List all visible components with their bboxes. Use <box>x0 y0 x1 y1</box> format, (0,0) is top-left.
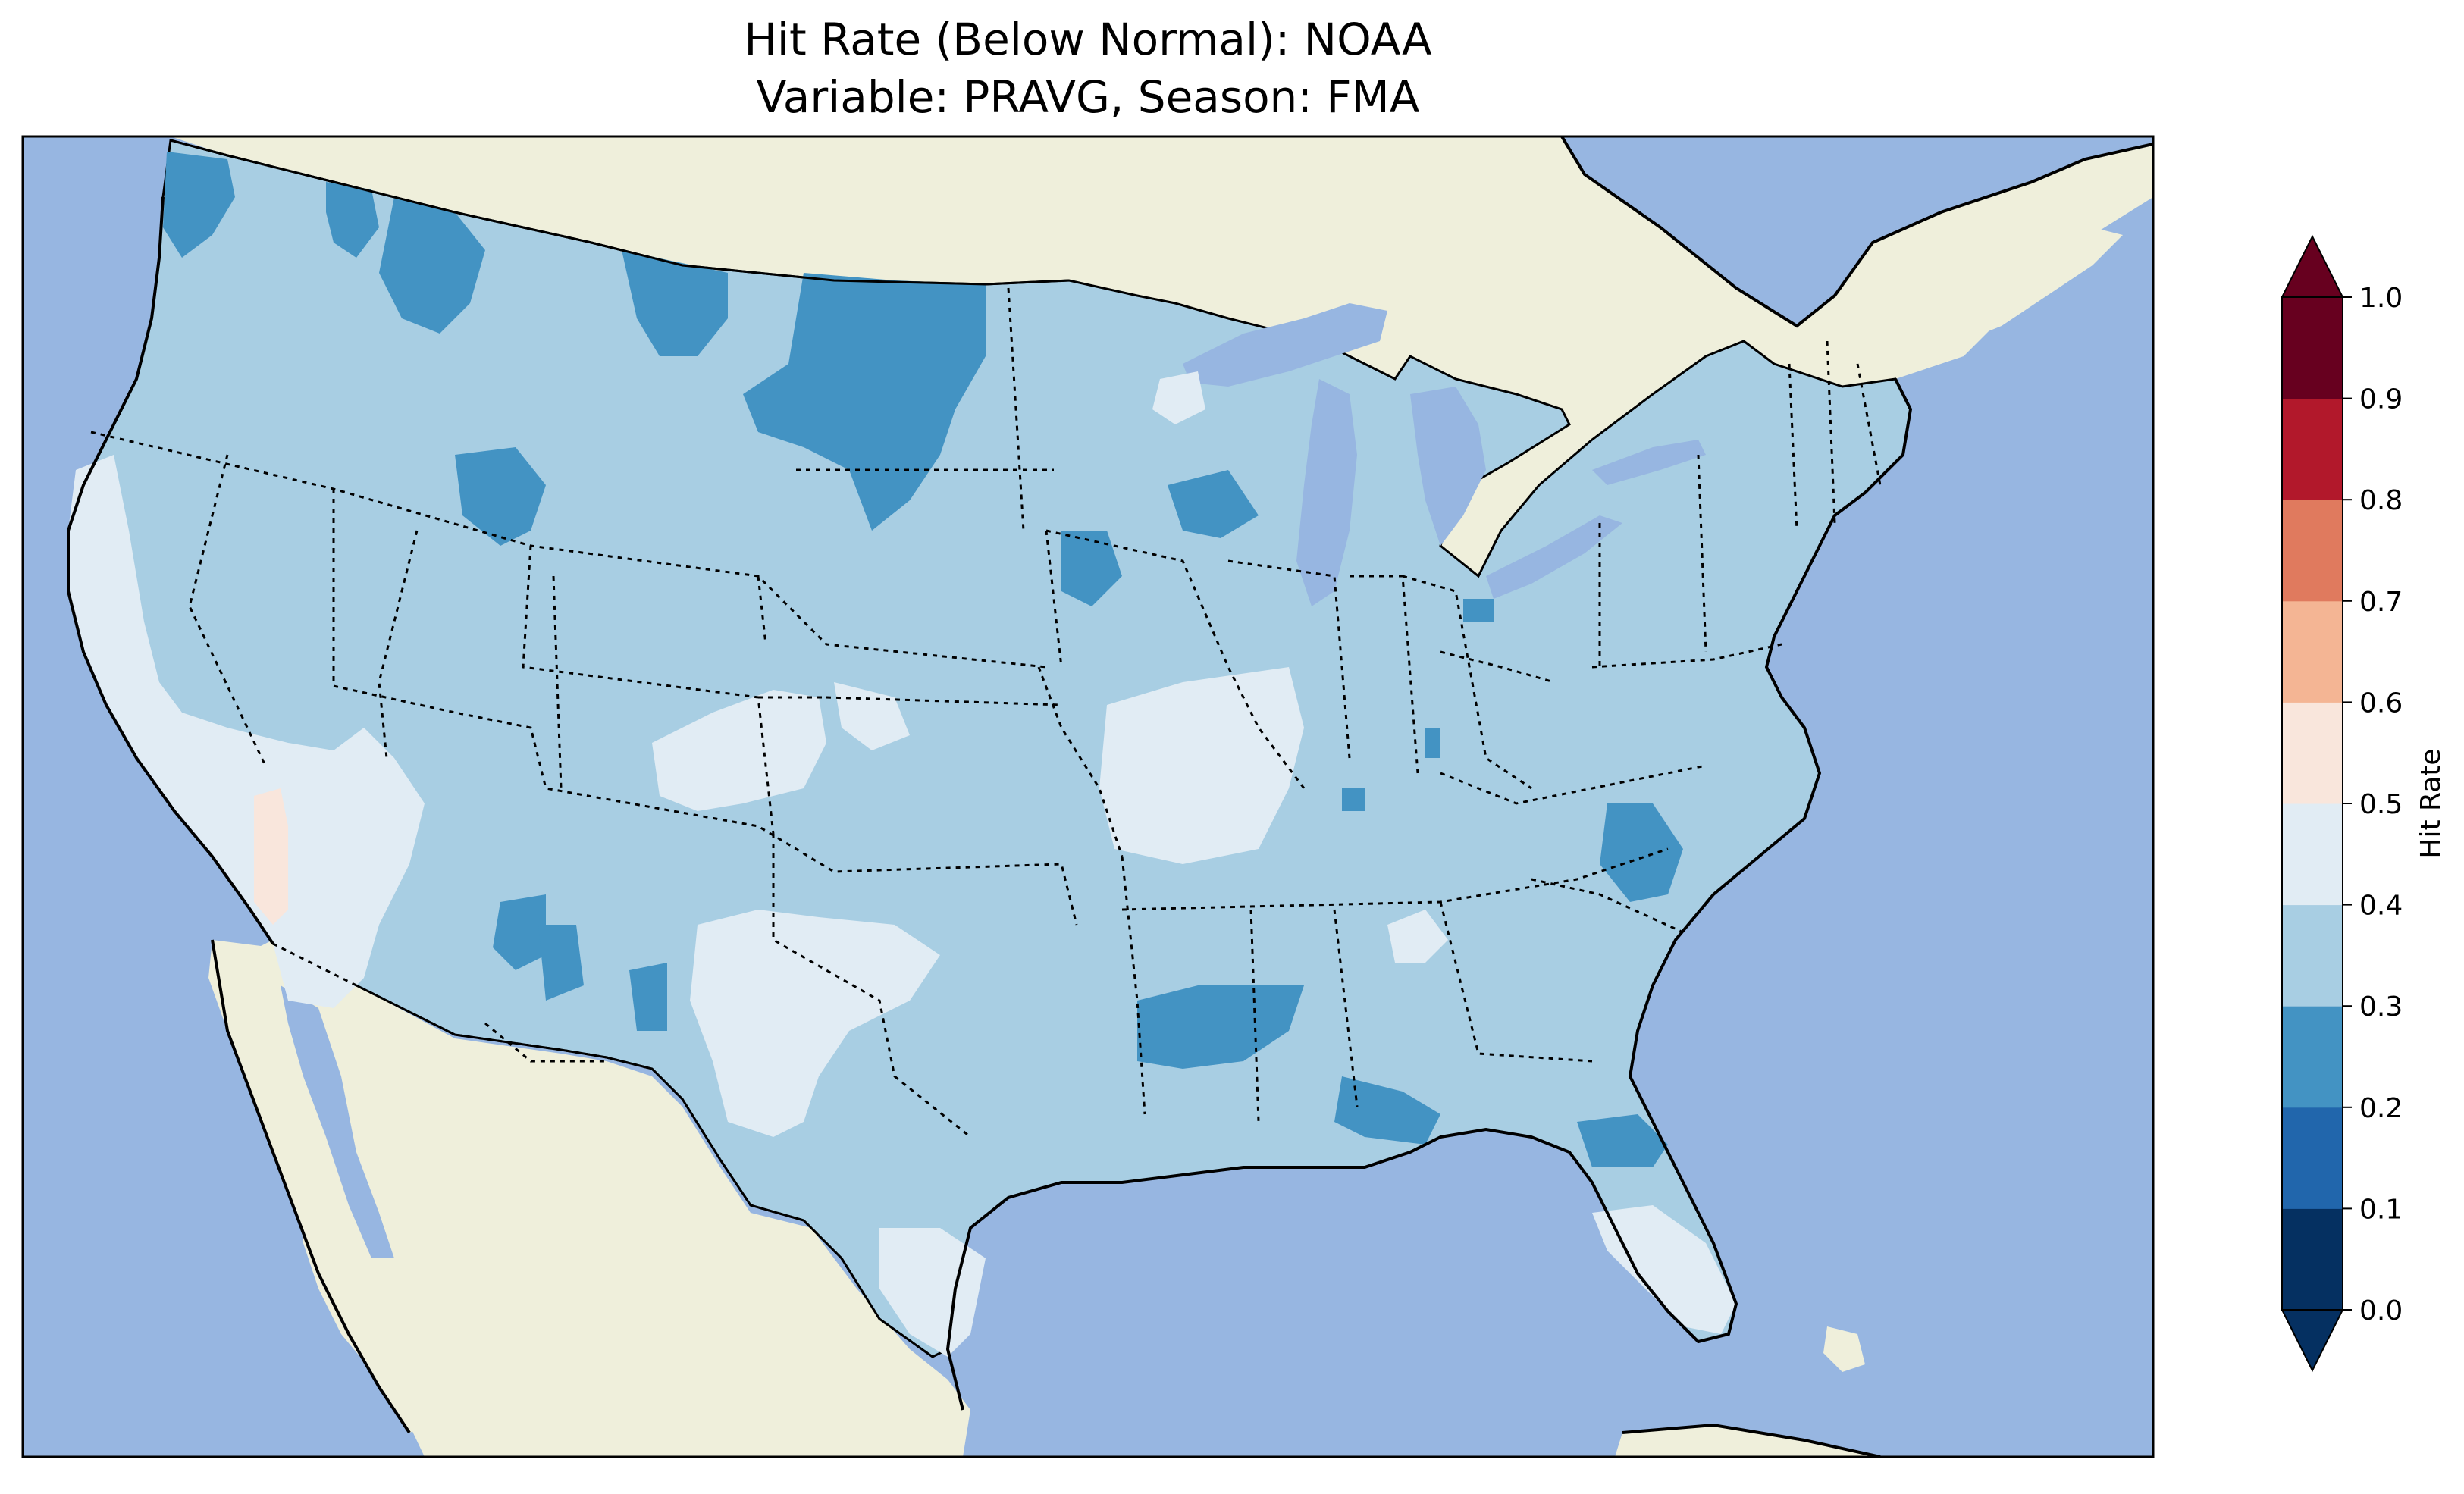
colorbar-tick-label: 0.2 <box>2359 1093 2403 1124</box>
colorbar-tick-label: 0.9 <box>2359 384 2403 415</box>
colorbar-tick-label: 0.7 <box>2359 587 2403 618</box>
colorbar-bin <box>2282 1208 2343 1311</box>
colorbar-bin <box>2282 398 2343 500</box>
colorbar-bin <box>2282 803 2343 906</box>
colorbar-bin <box>2282 1006 2343 1108</box>
colorbar-bin <box>2282 1107 2343 1209</box>
cuba-land <box>1615 1425 1880 1457</box>
colorbar-tick-label: 0.3 <box>2359 991 2403 1023</box>
us-mexico-border <box>272 942 933 1358</box>
coastlines <box>67 136 2153 1457</box>
map-frame <box>21 135 2155 1458</box>
colorbar-bin <box>2282 500 2343 602</box>
baja-land <box>208 940 432 1433</box>
colorbar-tick-label: 0.5 <box>2359 789 2403 820</box>
colorbar-bin <box>2282 297 2343 399</box>
colorbar-bin <box>2282 600 2343 703</box>
colorbar-extend-max <box>2281 234 2344 298</box>
colorbar-extend-min <box>2281 1309 2344 1373</box>
us-canada-border <box>170 139 1070 286</box>
bin-0.5-0.6-region <box>254 788 288 925</box>
canada-land <box>171 136 2153 576</box>
colorbar-bin <box>2282 904 2343 1007</box>
bin-0.4-0.5-regions <box>68 371 1736 1357</box>
great-lakes <box>1183 303 1706 606</box>
colorbar-tick-label: 1.0 <box>2359 283 2403 314</box>
mexico-land <box>227 940 970 1457</box>
colorbar: 0.0 0.1 0.2 0.3 0.4 0.5 0.6 0.7 0.8 0.9 1.0 Hit Rat… <box>2281 234 2447 1373</box>
map-panel <box>23 136 2153 1457</box>
colorbar-bin <box>2282 702 2343 804</box>
colorbar-tick-label: 0.0 <box>2359 1295 2403 1326</box>
colorbar-tick-label: 0.1 <box>2359 1194 2403 1225</box>
bin-0.2-0.3-regions <box>163 152 1683 1167</box>
colorbar-tick-label: 0.4 <box>2359 891 2403 922</box>
colorbar-tick-label: 0.8 <box>2359 485 2403 516</box>
gulf-of-california <box>281 985 394 1258</box>
map-title: Hit Rate (Below Normal): NOAA <box>744 14 1432 65</box>
map-subtitle: Variable: PRAVG, Season: FMA <box>757 71 1420 123</box>
maritimes-land <box>1941 227 2123 341</box>
colorbar-tick-label: 0.6 <box>2359 687 2403 719</box>
island-land <box>1823 1326 1865 1372</box>
state-borders <box>90 287 1882 1139</box>
colorbar-label: Hit Rate <box>2415 748 2447 858</box>
